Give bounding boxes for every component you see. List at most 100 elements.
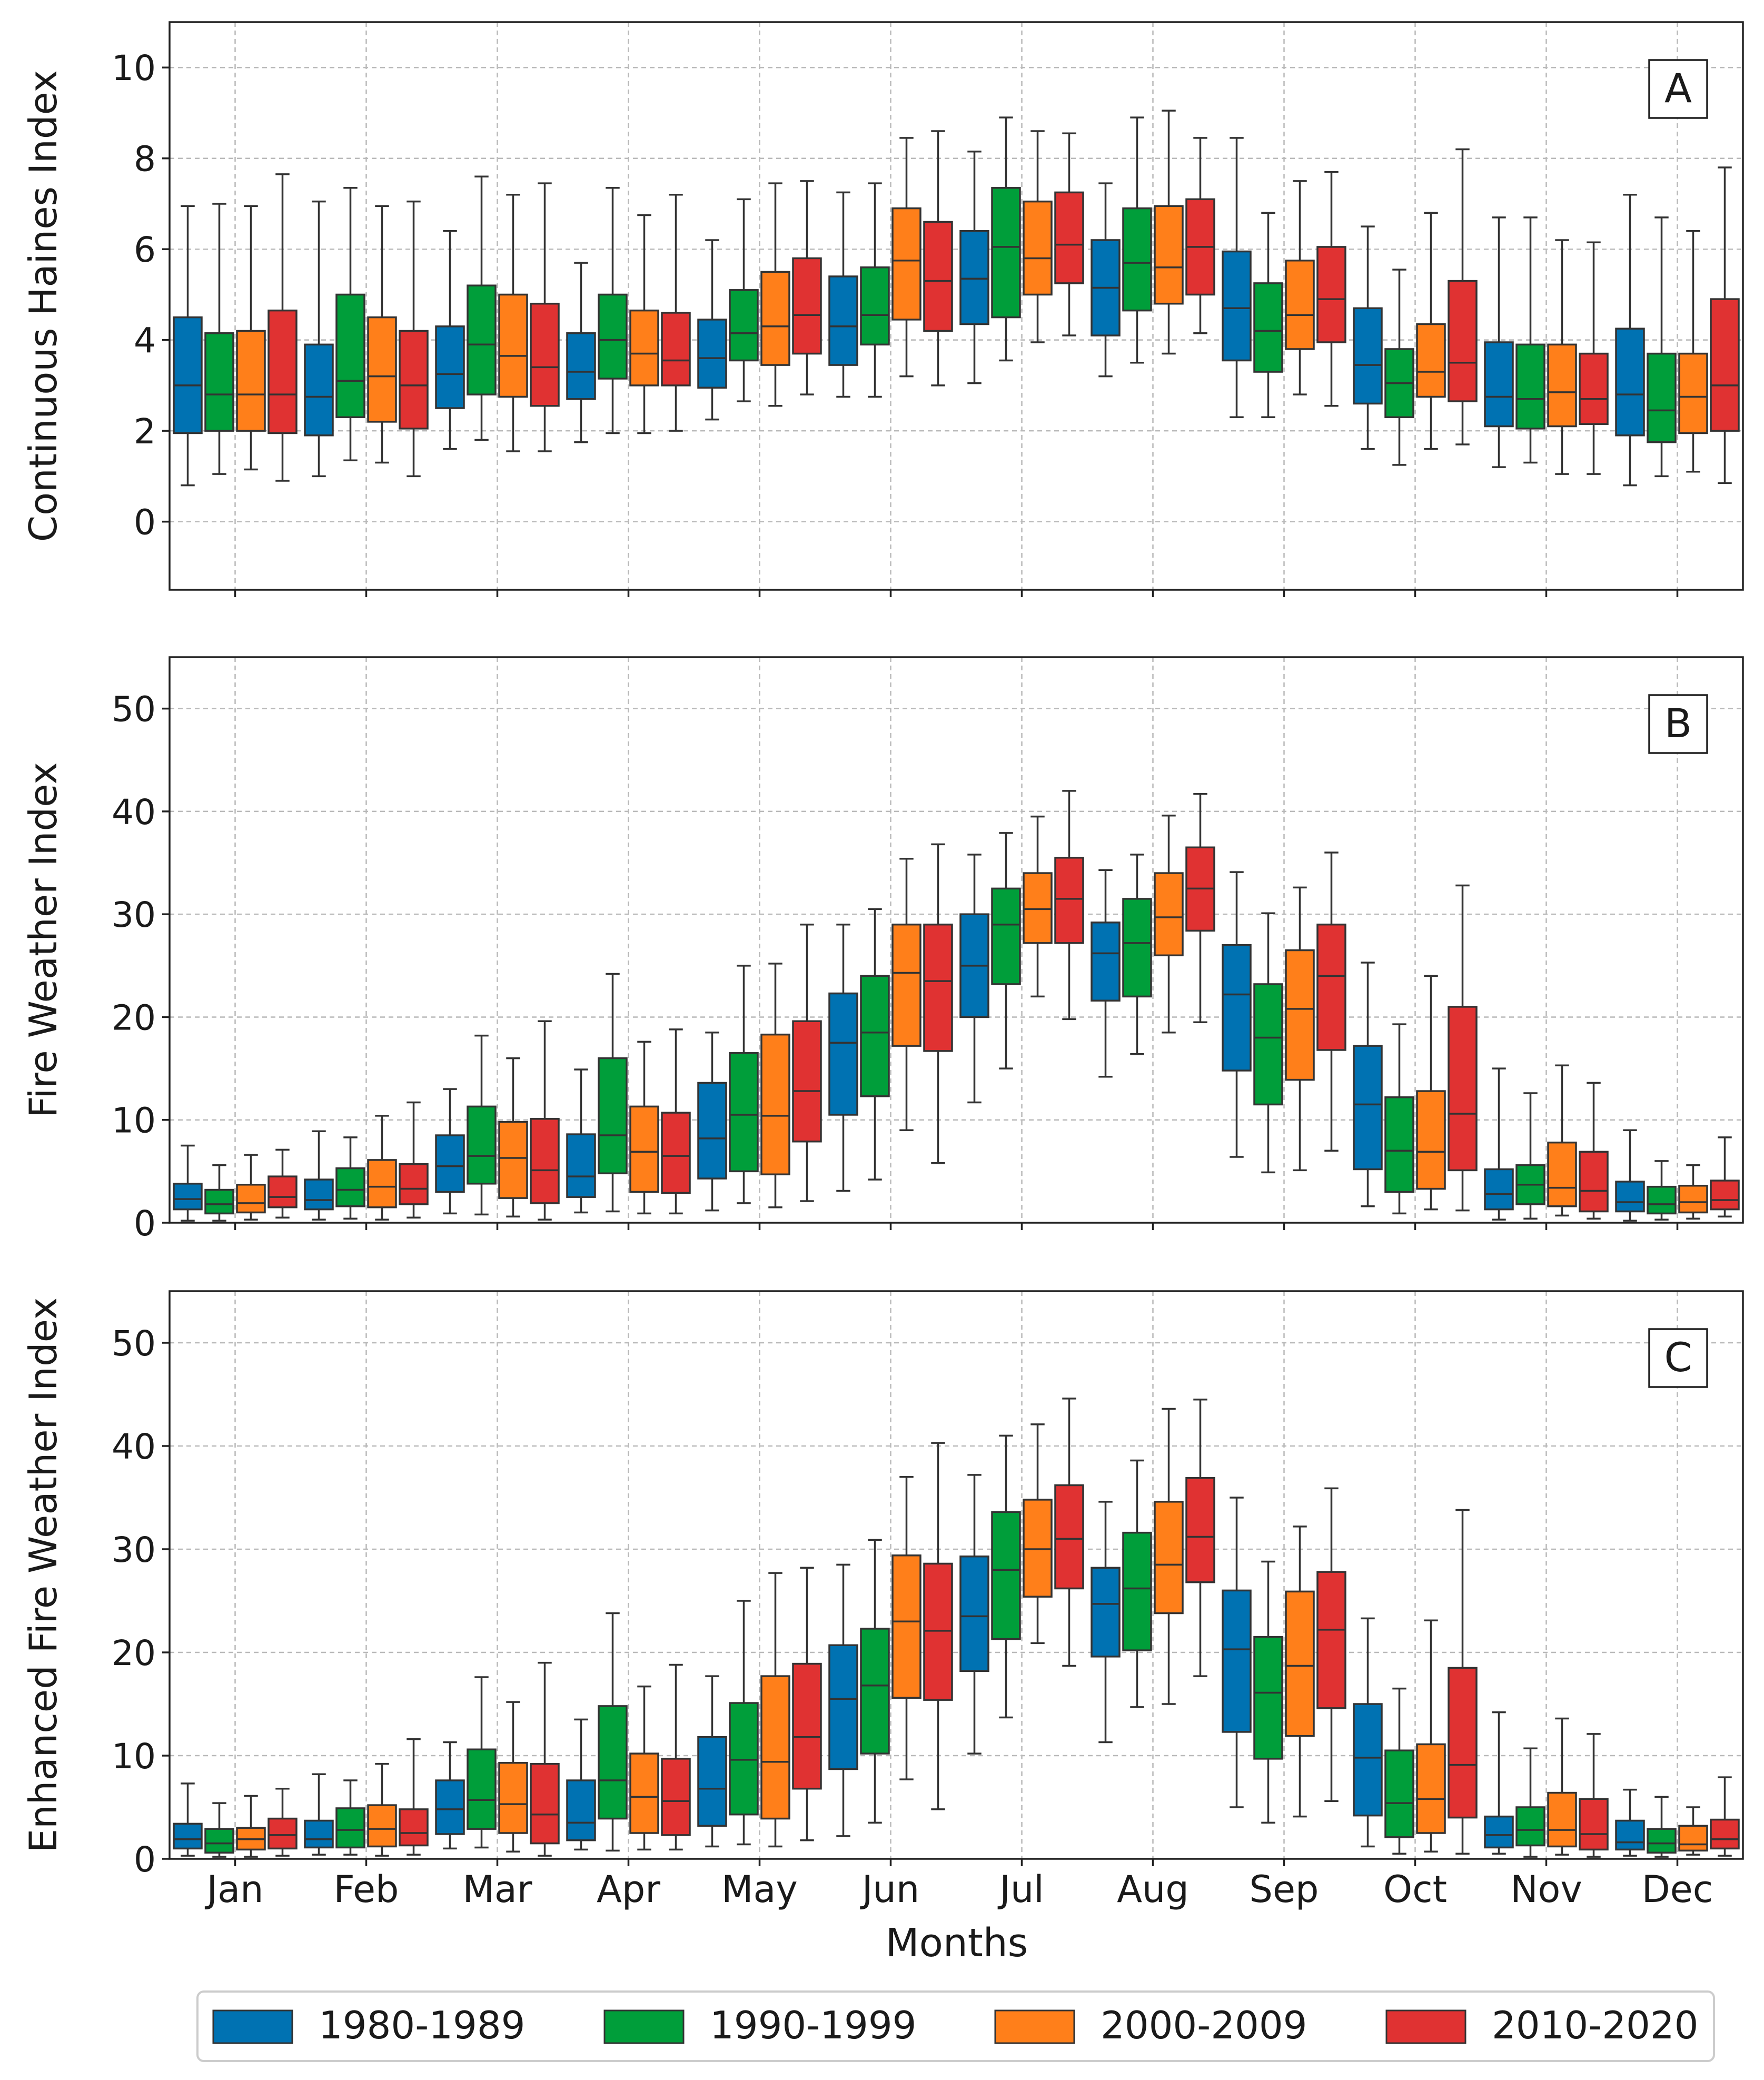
x-tick-label-may: May	[721, 1868, 798, 1911]
panel-frame	[169, 21, 1744, 591]
iqr-box	[1647, 1828, 1677, 1854]
iqr-box	[760, 1033, 790, 1175]
iqr-box	[1253, 282, 1283, 373]
iqr-box	[1154, 1501, 1184, 1615]
box-dec-1980-1989	[1615, 1129, 1645, 1222]
series-1980-1989	[173, 854, 1645, 1222]
iqr-box	[697, 1736, 727, 1827]
box-aug-2000-2009	[1154, 814, 1184, 1034]
box-nov-2010-2020	[1579, 1082, 1609, 1220]
box-may-2010-2020	[792, 923, 822, 1202]
iqr-box	[661, 1758, 691, 1836]
iqr-box	[1253, 1636, 1283, 1760]
box-mar-2000-2009	[498, 1701, 528, 1853]
iqr-box	[1615, 1819, 1645, 1851]
box-oct-2000-2009	[1416, 975, 1446, 1211]
series-1980-1989	[173, 137, 1645, 487]
box-mar-1980-1989	[435, 1088, 465, 1215]
box-jun-2010-2020	[923, 1442, 953, 1810]
x-tick-label-nov: Nov	[1510, 1868, 1582, 1911]
iqr-box	[991, 887, 1021, 985]
iqr-box	[729, 1052, 759, 1173]
iqr-box	[1416, 1090, 1446, 1190]
box-apr-1980-1989	[566, 262, 596, 443]
box-apr-2000-2009	[629, 214, 659, 434]
box-jun-2010-2020	[923, 130, 953, 387]
iqr-box	[1285, 949, 1315, 1081]
iqr-box	[1484, 1168, 1514, 1211]
box-aug-2010-2020	[1185, 1399, 1215, 1677]
box-jun-1980-1989	[828, 191, 858, 398]
iqr-box	[304, 343, 334, 437]
iqr-box	[435, 325, 465, 409]
y-tick-label: 30	[112, 895, 156, 935]
box-dec-1980-1989	[1615, 1788, 1645, 1857]
y-tick-label: 0	[134, 502, 156, 543]
box-jul-2010-2020	[1054, 1398, 1084, 1667]
box-may-2010-2020	[792, 1567, 822, 1841]
box-dec-2010-2020	[1710, 1136, 1740, 1218]
iqr-box	[204, 1828, 234, 1854]
box-aug-1990-1999	[1122, 1459, 1152, 1708]
box-dec-1980-1989	[1615, 193, 1645, 487]
legend-entry-1990-1999: 1990-1999	[603, 2003, 916, 2047]
iqr-box	[399, 330, 429, 430]
series-2000-2009	[236, 814, 1708, 1221]
box-jan-1980-1989	[173, 205, 203, 487]
box-jul-1990-1999	[991, 832, 1021, 1069]
box-oct-2010-2020	[1448, 1509, 1478, 1855]
iqr-box	[566, 332, 596, 400]
iqr-box	[828, 275, 858, 366]
box-dec-1990-1999	[1647, 1160, 1677, 1221]
box-sep-2010-2020	[1316, 171, 1346, 407]
iqr-box	[1054, 857, 1084, 944]
iqr-box	[1316, 246, 1346, 343]
iqr-box	[304, 1819, 334, 1849]
iqr-box	[267, 1817, 298, 1850]
iqr-box	[1547, 343, 1577, 428]
iqr-box	[1023, 872, 1053, 944]
box-jul-1990-1999	[991, 1434, 1021, 1719]
iqr-box	[598, 1057, 628, 1175]
box-jun-2000-2009	[891, 137, 921, 378]
y-tick-label: 40	[112, 792, 156, 833]
y-axis-title: Fire Weather Index	[21, 762, 65, 1118]
box-dec-2010-2020	[1710, 1776, 1740, 1857]
box-jan-1980-1989	[173, 1782, 203, 1857]
box-apr-1990-1999	[598, 187, 628, 434]
box-mar-1990-1999	[467, 1676, 497, 1849]
box-may-1980-1989	[697, 239, 727, 421]
panel-label-text: A	[1664, 65, 1692, 112]
box-dec-2000-2009	[1678, 1164, 1708, 1220]
iqr-box	[598, 293, 628, 380]
box-jul-2010-2020	[1054, 132, 1084, 336]
box-feb-2000-2009	[367, 205, 397, 464]
box-mar-1980-1989	[435, 230, 465, 450]
iqr-box	[1448, 1667, 1478, 1819]
box-mar-1980-1989	[435, 1741, 465, 1850]
panel-label-B: B	[1648, 694, 1708, 754]
iqr-box	[1384, 1749, 1414, 1838]
box-apr-1990-1999	[598, 1612, 628, 1852]
box-may-2000-2009	[760, 963, 790, 1209]
box-jan-1990-1999	[204, 1164, 234, 1222]
iqr-box	[566, 1779, 596, 1841]
box-nov-2010-2020	[1579, 1733, 1609, 1858]
box-mar-2010-2020	[530, 182, 560, 452]
iqr-box	[1515, 343, 1545, 430]
box-jun-1980-1989	[828, 923, 858, 1192]
chart-panels: 0 2 4 6 8 10 Continuous Haines Index A 0 10 20 30 40…	[21, 21, 1744, 1911]
iqr-box	[335, 1167, 365, 1207]
iqr-box	[629, 309, 659, 387]
x-tick-label-jan: Jan	[205, 1868, 264, 1911]
box-sep-2010-2020	[1316, 1487, 1346, 1802]
box-aug-1990-1999	[1122, 116, 1152, 364]
box-aug-1980-1989	[1091, 869, 1121, 1078]
box-nov-1980-1989	[1484, 1067, 1514, 1221]
legend-label-2000-2009: 2000-2009	[1101, 2003, 1307, 2047]
box-apr-1980-1989	[566, 1718, 596, 1851]
panel-A: 0 2 4 6 8 10 Continuous Haines Index A	[21, 21, 1744, 597]
x-tick-label-apr: Apr	[597, 1868, 660, 1911]
iqr-box	[1448, 280, 1478, 402]
